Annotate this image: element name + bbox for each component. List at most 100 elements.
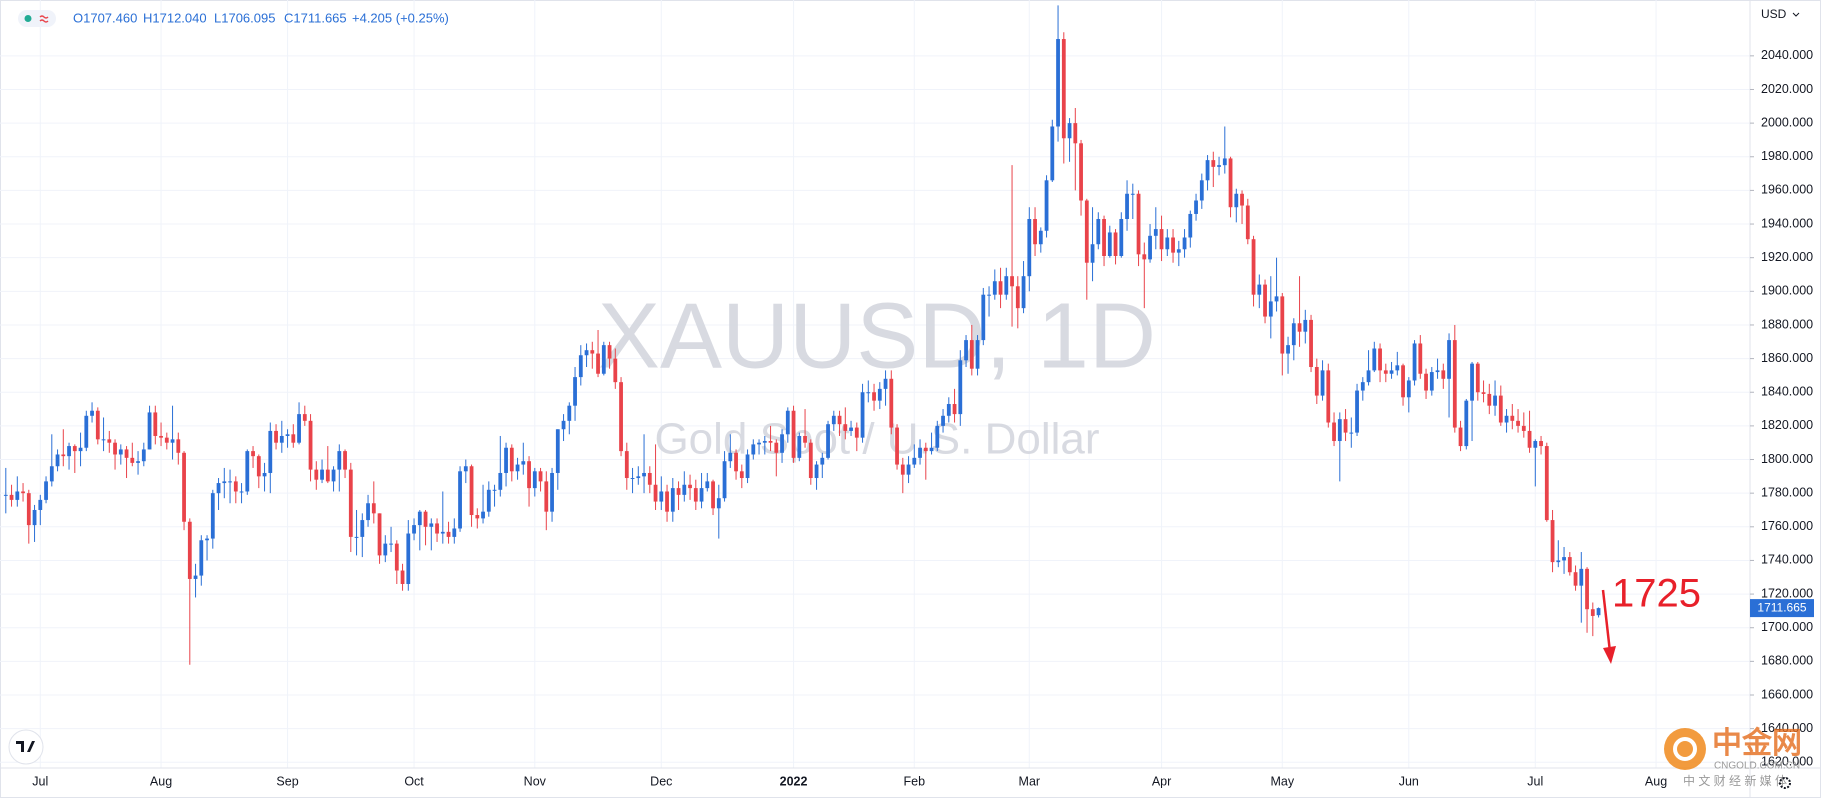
- candle-body: [49, 466, 54, 482]
- y-tick-label: 1740.000: [1761, 553, 1813, 567]
- candle-body: [716, 498, 721, 509]
- candle-body: [935, 425, 940, 448]
- candle-body: [458, 471, 462, 529]
- candle-body: [975, 340, 980, 369]
- candle-body: [1171, 237, 1175, 253]
- candle-body: [325, 469, 330, 482]
- candle-body: [952, 404, 957, 415]
- candle-body: [1470, 363, 1474, 401]
- candle-body: [118, 449, 123, 455]
- candle-body: [1061, 39, 1066, 139]
- candle-body: [1590, 609, 1595, 616]
- y-tick-label: 1920.000: [1761, 250, 1813, 264]
- candle-body: [343, 451, 347, 470]
- candle-body: [1406, 380, 1411, 398]
- candle-body: [256, 456, 261, 477]
- candle-body: [1573, 572, 1578, 586]
- candle-body: [791, 410, 796, 458]
- candle-body: [1084, 200, 1089, 263]
- candle-body: [1320, 370, 1325, 396]
- candle-body: [504, 447, 508, 473]
- y-tick-label: 1880.000: [1761, 317, 1813, 331]
- candle-body: [964, 340, 968, 361]
- candle-body: [469, 466, 474, 516]
- candle-body: [1297, 323, 1302, 332]
- candle-body: [72, 446, 77, 452]
- candle-body: [555, 429, 560, 473]
- candle-body: [653, 484, 658, 502]
- status-pill[interactable]: [18, 10, 56, 27]
- currency[interactable]: USD: [1761, 7, 1787, 21]
- candle-body: [1096, 218, 1101, 245]
- candle-body: [998, 281, 1003, 295]
- candle-body: [302, 414, 307, 421]
- x-tick-label: 2022: [780, 774, 808, 788]
- candle-body: [659, 491, 664, 502]
- candle-body: [757, 442, 761, 445]
- candle-body: [780, 434, 784, 453]
- x-tick-label: Apr: [1152, 774, 1171, 788]
- candle-body: [1027, 218, 1032, 277]
- candle-body: [1539, 441, 1543, 447]
- candle-body: [584, 350, 589, 356]
- candle-body: [1234, 193, 1239, 208]
- candle-body: [1389, 370, 1394, 374]
- candle-body: [1165, 237, 1170, 250]
- candle-body: [1579, 568, 1584, 586]
- candle-body: [1332, 422, 1336, 442]
- candle-body: [199, 540, 204, 576]
- candle-body: [1544, 446, 1549, 521]
- candle-body: [279, 435, 284, 443]
- candle-body: [1194, 200, 1198, 214]
- candle-body: [331, 469, 336, 482]
- candle-body: [1010, 276, 1014, 287]
- candle-body: [285, 434, 290, 436]
- candle-body: [1447, 340, 1451, 379]
- candle-body: [900, 464, 905, 475]
- y-tick-label: 1840.000: [1761, 385, 1813, 399]
- logo-ring: [1673, 737, 1697, 761]
- candle-body: [1044, 180, 1049, 231]
- candle-body: [647, 472, 652, 485]
- candle-body: [803, 435, 807, 443]
- candle-body: [866, 392, 871, 394]
- y-tick-label: 2040.000: [1761, 48, 1813, 62]
- candle-body: [912, 457, 917, 465]
- candle-body: [15, 491, 20, 500]
- candle-body: [699, 488, 704, 502]
- candle-body: [239, 491, 244, 493]
- y-tick-label: 1680.000: [1761, 654, 1813, 668]
- candle-body: [498, 472, 503, 490]
- x-tick-label: Dec: [650, 774, 672, 788]
- candle-body: [923, 447, 928, 452]
- candle-body: [1142, 254, 1147, 260]
- candle-body: [228, 481, 232, 483]
- x-tick-label: May: [1270, 774, 1294, 788]
- candle-body: [544, 481, 549, 512]
- candle-body: [95, 410, 100, 440]
- candle-body: [1326, 370, 1331, 423]
- candle-body: [1314, 367, 1319, 396]
- candle-body: [1585, 568, 1589, 610]
- y-tick-label: 1900.000: [1761, 284, 1813, 298]
- candle-body: [1251, 239, 1256, 295]
- candle-body: [377, 513, 382, 556]
- candle-body: [1395, 365, 1400, 371]
- x-tick-label: Aug: [150, 774, 172, 788]
- candle-body: [159, 435, 163, 438]
- candle-body: [1004, 276, 1009, 295]
- y-tick-label: 1820.000: [1761, 418, 1813, 432]
- header-high: H1712.040: [143, 10, 207, 25]
- candle-body: [182, 452, 186, 522]
- candle-body: [193, 575, 198, 579]
- y-tick-label: 1780.000: [1761, 485, 1813, 499]
- status-dot: [24, 15, 32, 22]
- candle-body: [1372, 348, 1377, 371]
- x-tick-label: Jul: [1527, 774, 1543, 788]
- settings-icon[interactable]: [1779, 777, 1791, 789]
- candle-body: [1033, 218, 1037, 245]
- tv-logo[interactable]: [8, 729, 44, 765]
- watermark-title: XAUUSD, 1D: [598, 284, 1156, 388]
- candle-body: [435, 523, 439, 534]
